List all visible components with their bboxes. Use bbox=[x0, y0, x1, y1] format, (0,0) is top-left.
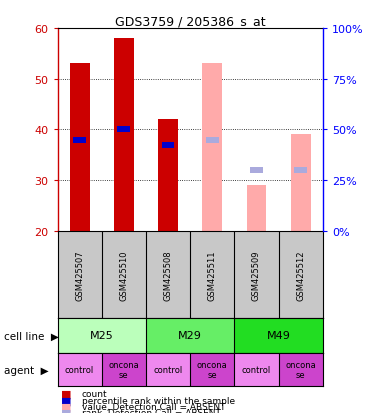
Bar bbox=[117, 127, 130, 133]
Text: agent  ▶: agent ▶ bbox=[4, 365, 48, 375]
Text: percentile rank within the sample: percentile rank within the sample bbox=[82, 396, 235, 405]
Bar bbox=[70, 64, 89, 231]
Bar bbox=[206, 137, 219, 143]
Bar bbox=[279, 353, 323, 386]
Bar bbox=[58, 318, 146, 353]
Text: cell line  ▶: cell line ▶ bbox=[4, 330, 59, 341]
Text: oncona
se: oncona se bbox=[197, 360, 228, 379]
Text: ■: ■ bbox=[61, 395, 72, 405]
Bar bbox=[234, 318, 323, 353]
Text: M29: M29 bbox=[178, 330, 202, 341]
Title: GDS3759 / 205386_s_at: GDS3759 / 205386_s_at bbox=[115, 15, 265, 28]
Text: GSM425510: GSM425510 bbox=[119, 249, 128, 300]
Bar bbox=[291, 135, 311, 231]
Text: ■: ■ bbox=[61, 401, 72, 411]
Text: control: control bbox=[153, 365, 183, 374]
Text: ■: ■ bbox=[61, 408, 72, 413]
Bar bbox=[190, 353, 234, 386]
Bar bbox=[161, 142, 174, 148]
Text: GSM425508: GSM425508 bbox=[164, 249, 173, 300]
Bar bbox=[102, 353, 146, 386]
Bar bbox=[294, 168, 307, 173]
Text: M25: M25 bbox=[90, 330, 114, 341]
Text: GSM425511: GSM425511 bbox=[208, 249, 217, 300]
Text: GSM425507: GSM425507 bbox=[75, 249, 84, 300]
Bar bbox=[234, 353, 279, 386]
Bar bbox=[146, 353, 190, 386]
Bar bbox=[158, 120, 178, 231]
Text: count: count bbox=[82, 389, 107, 399]
Text: control: control bbox=[65, 365, 94, 374]
Bar bbox=[58, 353, 102, 386]
Text: oncona
se: oncona se bbox=[108, 360, 139, 379]
Text: rank, Detection Call = ABSENT: rank, Detection Call = ABSENT bbox=[82, 408, 220, 413]
Text: value, Detection Call = ABSENT: value, Detection Call = ABSENT bbox=[82, 402, 225, 411]
Bar bbox=[114, 39, 134, 231]
Bar bbox=[73, 137, 86, 143]
Text: ■: ■ bbox=[61, 389, 72, 399]
Bar bbox=[202, 64, 222, 231]
Bar bbox=[246, 186, 266, 231]
Bar bbox=[250, 168, 263, 173]
Text: GSM425512: GSM425512 bbox=[296, 249, 305, 300]
Text: oncona
se: oncona se bbox=[285, 360, 316, 379]
Bar bbox=[146, 318, 234, 353]
Text: control: control bbox=[242, 365, 271, 374]
Text: M49: M49 bbox=[267, 330, 290, 341]
Text: GSM425509: GSM425509 bbox=[252, 249, 261, 300]
